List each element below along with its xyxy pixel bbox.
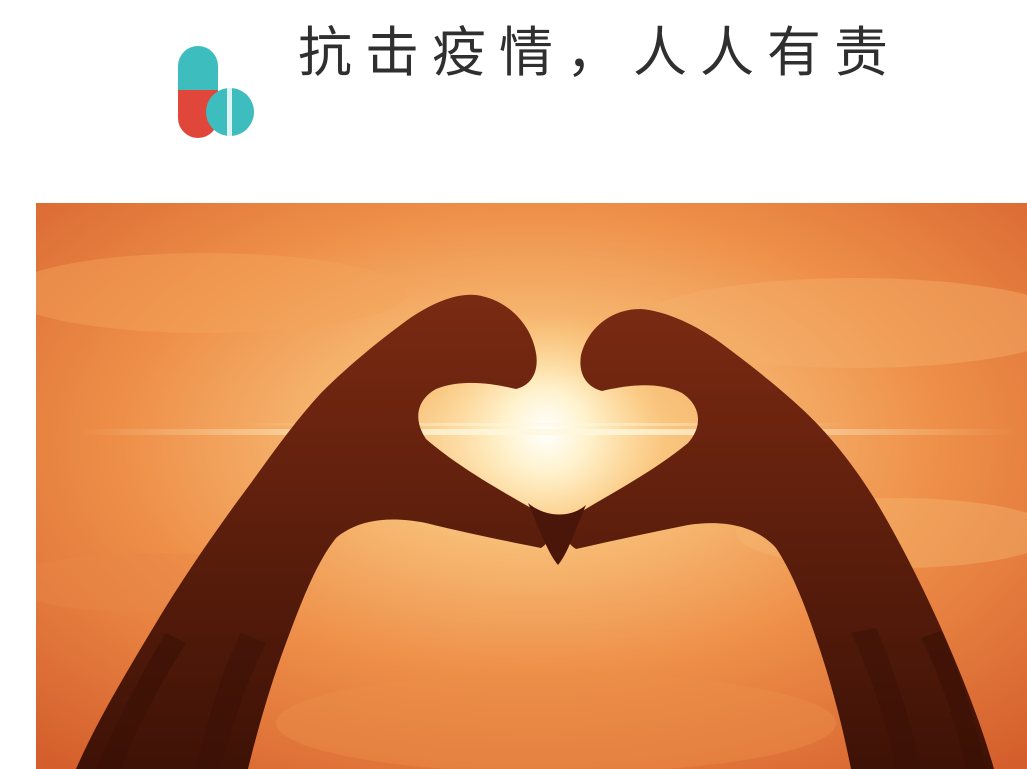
page-title: 抗击疫情，人人有责 — [298, 21, 901, 84]
capsule-pill-icon — [176, 44, 256, 140]
heart-hands-sunset-icon — [36, 203, 1027, 769]
heart-hands-sunset-image — [36, 203, 1027, 769]
header: 抗击疫情，人人有责 — [0, 0, 1027, 190]
